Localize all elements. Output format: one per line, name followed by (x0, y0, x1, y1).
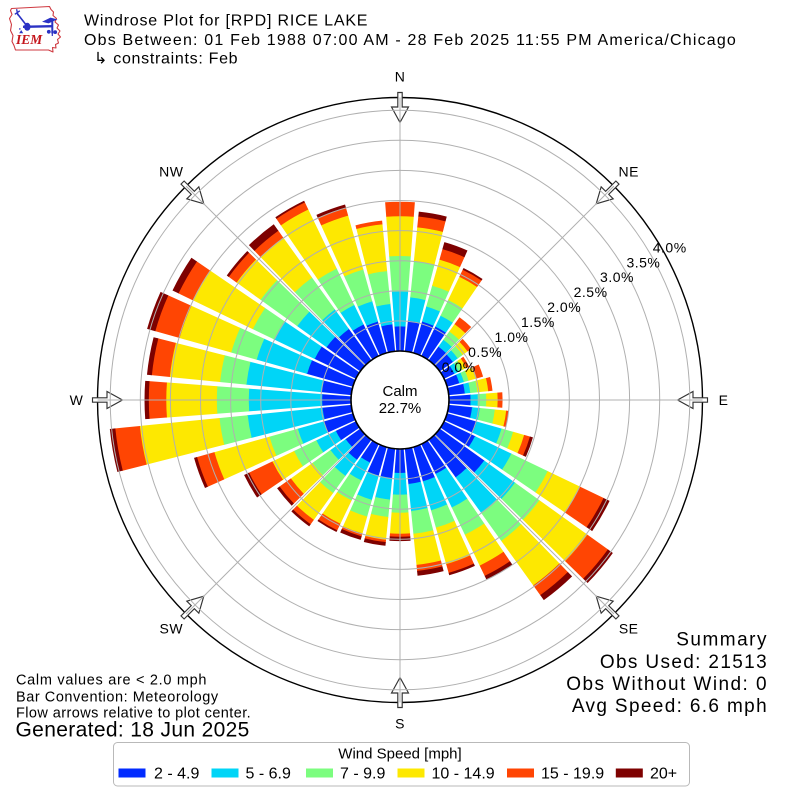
svg-text:↳ constraints: Feb: ↳ constraints: Feb (94, 51, 238, 68)
svg-text:3.0%: 3.0% (600, 269, 634, 285)
svg-text:Calm values are < 2.0 mph: Calm values are < 2.0 mph (16, 673, 207, 689)
svg-text:S: S (395, 716, 405, 732)
svg-text:20+: 20+ (650, 766, 677, 783)
svg-text:SE: SE (619, 621, 639, 637)
svg-text:15 - 19.9: 15 - 19.9 (541, 766, 604, 783)
svg-text:Flow arrows relative to plot c: Flow arrows relative to plot center. (16, 706, 251, 722)
svg-text:5 - 6.9: 5 - 6.9 (246, 766, 291, 783)
svg-text:1.5%: 1.5% (521, 314, 555, 330)
svg-text:10 - 14.9: 10 - 14.9 (432, 766, 495, 783)
svg-text:7 - 9.9: 7 - 9.9 (340, 766, 385, 783)
svg-text:N: N (395, 69, 406, 85)
svg-text:1.0%: 1.0% (495, 329, 529, 345)
svg-text:Obs Without Wind: 0: Obs Without Wind: 0 (566, 674, 768, 695)
svg-text:3.5%: 3.5% (626, 254, 660, 270)
svg-text:NW: NW (159, 163, 184, 179)
svg-text:2.5%: 2.5% (574, 284, 608, 300)
svg-text:W: W (70, 392, 84, 408)
svg-text:Generated: 18 Jun 2025: Generated: 18 Jun 2025 (16, 719, 250, 742)
svg-text:4.0%: 4.0% (653, 239, 687, 255)
svg-text:Bar Convention: Meteorology: Bar Convention: Meteorology (16, 690, 219, 706)
svg-text:Calm: Calm (382, 383, 417, 400)
svg-text:22.7%: 22.7% (379, 400, 422, 417)
svg-text:2.0%: 2.0% (547, 299, 581, 315)
svg-text:Wind Speed [mph]: Wind Speed [mph] (338, 746, 461, 763)
svg-text:Summary: Summary (676, 630, 768, 651)
svg-text:E: E (719, 392, 729, 408)
svg-text:SW: SW (160, 621, 184, 637)
svg-text:Obs Used: 21513: Obs Used: 21513 (600, 652, 768, 673)
svg-text:Obs Between: 01 Feb 1988 07:00: Obs Between: 01 Feb 1988 07:00 AM - 28 F… (84, 32, 737, 49)
svg-text:NE: NE (618, 163, 638, 179)
svg-text:0.5%: 0.5% (468, 344, 502, 360)
svg-text:Avg Speed: 6.6 mph: Avg Speed: 6.6 mph (572, 696, 768, 717)
svg-text:0.0%: 0.0% (442, 359, 476, 375)
svg-text:Windrose Plot for [RPD] RICE L: Windrose Plot for [RPD] RICE LAKE (84, 13, 368, 30)
svg-text:IEM: IEM (15, 32, 43, 47)
svg-text:2 - 4.9: 2 - 4.9 (154, 766, 199, 783)
